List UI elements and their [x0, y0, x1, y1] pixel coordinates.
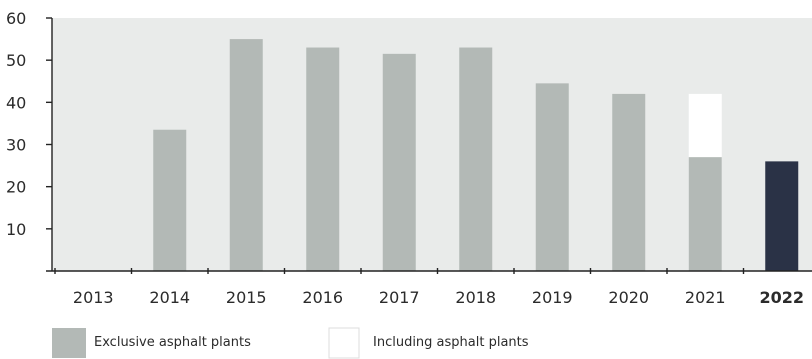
bar-exclusive-2016: [306, 47, 340, 272]
bar-exclusive-2017: [382, 53, 416, 271]
bar-highlight-2022: [765, 161, 799, 271]
x-tick-label-2015: 2015: [226, 288, 267, 307]
x-axis: 2013 2014 2015 2016 2017 2018 2019 2020 2021 2022: [46, 268, 812, 307]
bar-exclusive-2018: [459, 47, 493, 272]
legend-label-exclusive: Exclusive asphalt plants: [94, 335, 251, 350]
bar-exclusive-2019: [535, 83, 569, 271]
legend: Exclusive asphalt plants Including aspha…: [52, 327, 529, 359]
x-tick-label-2017: 2017: [379, 288, 420, 307]
bar-exclusive-2014: [153, 129, 187, 271]
x-tick-label-2020: 2020: [608, 288, 649, 307]
x-tick-label-2016: 2016: [302, 288, 343, 307]
bar-exclusive-2015: [229, 39, 263, 272]
x-tick-label-2014: 2014: [149, 288, 190, 307]
legend-label-including: Including asphalt plants: [373, 335, 529, 350]
bar-exclusive-2021: [688, 157, 722, 271]
y-tick-label-60: 60: [6, 9, 26, 28]
bars-group: [153, 39, 799, 272]
y-tick-label-20: 20: [6, 178, 26, 197]
x-tick-label-2013: 2013: [73, 288, 114, 307]
legend-swatch-exclusive: [52, 328, 86, 358]
bar-exclusive-2020: [612, 93, 646, 272]
y-axis: 10 20 30 40 50 60: [6, 9, 53, 271]
x-tick-label-2022: 2022: [759, 288, 804, 307]
y-tick-label-50: 50: [6, 51, 26, 70]
y-tick-label-30: 30: [6, 136, 26, 155]
x-tick-label-2021: 2021: [685, 288, 726, 307]
x-tick-label-2018: 2018: [455, 288, 496, 307]
legend-swatch-including: [328, 327, 360, 359]
y-tick-label-10: 10: [6, 220, 26, 239]
x-tick-label-2019: 2019: [532, 288, 573, 307]
y-tick-label-40: 40: [6, 93, 26, 112]
